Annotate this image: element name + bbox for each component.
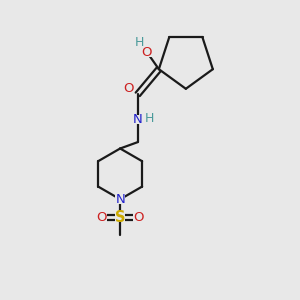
Text: S: S [115,210,125,225]
Text: O: O [134,211,144,224]
Text: O: O [124,82,134,95]
Bar [142,48,152,56]
Text: N: N [133,113,142,126]
Bar [96,212,107,222]
Bar [133,212,144,222]
Text: N: N [115,193,125,206]
Text: O: O [96,211,107,224]
Bar [124,85,134,93]
Bar [133,115,142,124]
Bar [116,195,125,204]
Bar [116,212,125,222]
Text: H: H [144,112,154,125]
Text: H: H [135,36,144,49]
Text: O: O [142,46,152,59]
